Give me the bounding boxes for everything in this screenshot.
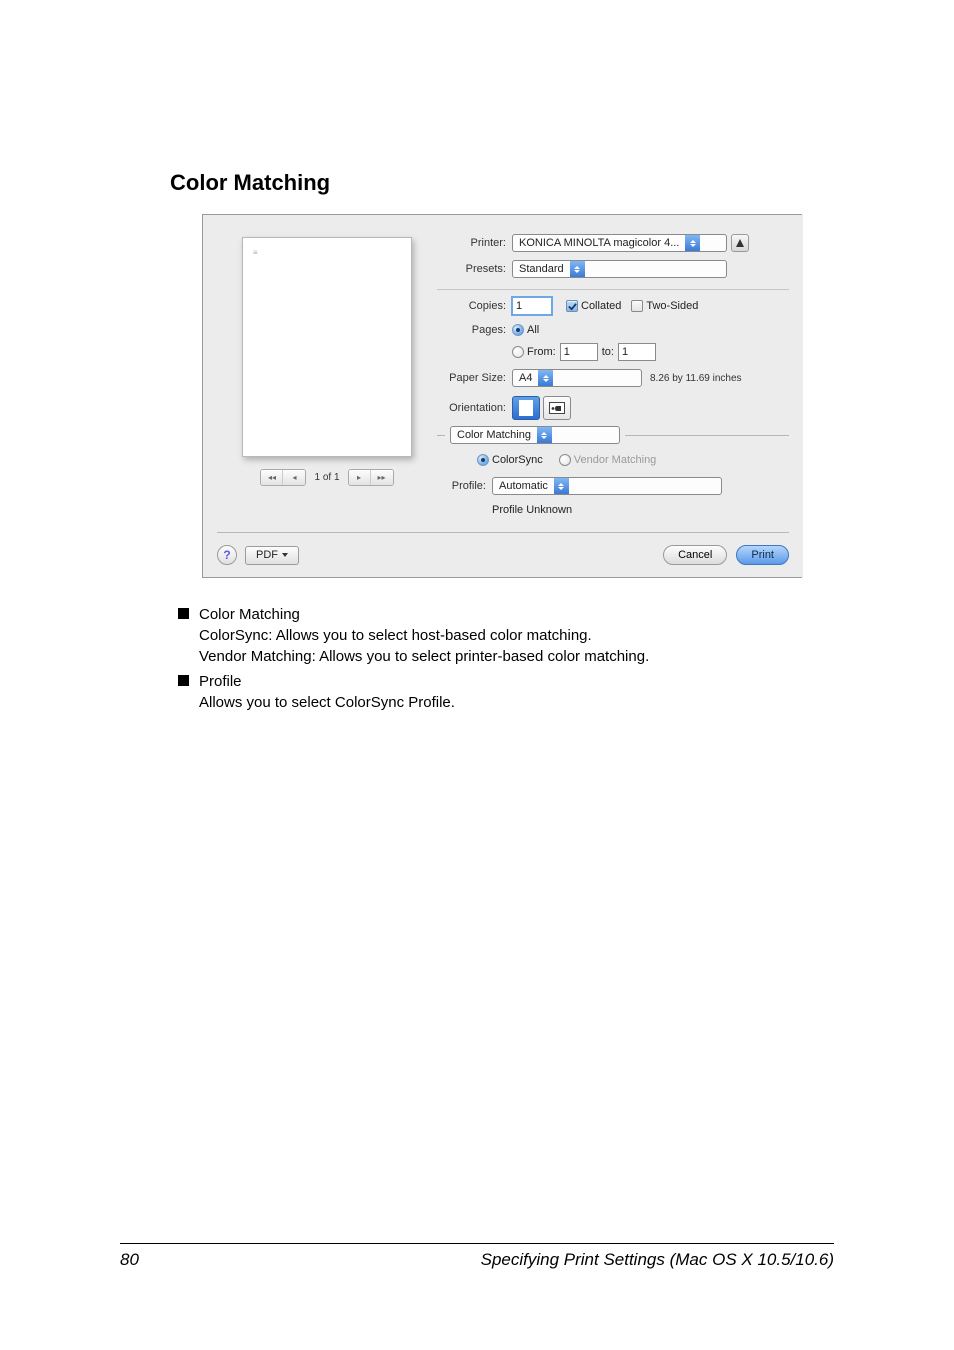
landscape-icon (549, 402, 565, 414)
pages-range-radio[interactable] (512, 346, 524, 358)
list-item-line: Vendor Matching: Allows you to select pr… (199, 646, 649, 667)
dialog-bottom-bar: ? PDF Cancel Print (217, 545, 789, 565)
colorsync-radio[interactable] (477, 454, 489, 466)
pages-to-label: to: (602, 346, 614, 358)
pdf-label: PDF (256, 549, 278, 561)
pages-all-radio[interactable] (512, 324, 524, 336)
cancel-button[interactable]: Cancel (663, 545, 727, 565)
pager-first-button[interactable]: ◂◂ (261, 470, 283, 485)
paper-dimensions: 8.26 by 11.69 inches (650, 373, 742, 384)
help-button[interactable]: ? (217, 545, 237, 565)
pages-label: Pages: (437, 324, 512, 336)
select-arrows-icon (685, 235, 700, 251)
paper-size-label: Paper Size: (437, 372, 512, 384)
profile-value: Automatic (493, 480, 554, 492)
pages-from-input[interactable]: 1 (560, 343, 598, 361)
printer-info-button[interactable] (731, 234, 749, 252)
pager-prev-button[interactable]: ◂ (283, 470, 305, 485)
select-arrows-icon (537, 427, 552, 443)
copies-value: 1 (516, 300, 522, 312)
page: Color Matching ≡ ◂◂ ◂ 1 of 1 ▸ ▸▸ (0, 0, 954, 1350)
help-icon: ? (223, 548, 230, 562)
pager-prev-group: ◂◂ ◂ (260, 469, 306, 486)
page-footer: 80 Specifying Print Settings (Mac OS X 1… (120, 1243, 834, 1270)
presets-value: Standard (513, 263, 570, 275)
twosided-label: Two-Sided (646, 300, 698, 312)
square-bullet-icon (178, 675, 189, 686)
paper-size-select[interactable]: A4 (512, 369, 642, 387)
colorsync-label: ColorSync (492, 454, 543, 466)
description-list: Color Matching ColorSync: Allows you to … (170, 604, 834, 713)
profile-label: Profile: (437, 480, 492, 492)
select-arrows-icon (570, 261, 585, 277)
presets-label: Presets: (437, 263, 512, 275)
pager-text: 1 of 1 (314, 472, 339, 483)
pager-next-group: ▸ ▸▸ (348, 469, 394, 486)
preview-page: ≡ (242, 237, 412, 457)
vendor-matching-radio[interactable] (559, 454, 571, 466)
square-bullet-icon (178, 608, 189, 619)
twosided-checkbox[interactable] (631, 300, 643, 312)
list-item: Profile Allows you to select ColorSync P… (170, 671, 834, 713)
collated-label: Collated (581, 300, 621, 312)
orientation-landscape-button[interactable] (543, 396, 571, 420)
preview-mark: ≡ (253, 248, 258, 257)
copies-label: Copies: (437, 300, 512, 312)
printer-select[interactable]: KONICA MINOLTA magicolor 4... (512, 234, 727, 252)
preview-area: ≡ ◂◂ ◂ 1 of 1 ▸ ▸▸ (227, 237, 427, 486)
pdf-menu-button[interactable]: PDF (245, 546, 299, 565)
orientation-portrait-button[interactable] (512, 396, 540, 420)
print-dialog: ≡ ◂◂ ◂ 1 of 1 ▸ ▸▸ Printer: (203, 215, 803, 577)
profile-unknown: Profile Unknown (492, 504, 572, 516)
presets-select[interactable]: Standard (512, 260, 727, 278)
triangle-up-icon (735, 238, 745, 248)
profile-select[interactable]: Automatic (492, 477, 722, 495)
select-arrows-icon (538, 370, 553, 386)
printer-value: KONICA MINOLTA magicolor 4... (513, 237, 685, 249)
paper-size-value: A4 (513, 372, 538, 384)
pages-from-label: From: (527, 346, 556, 358)
printer-label: Printer: (437, 237, 512, 249)
section-select[interactable]: Color Matching (450, 426, 620, 444)
pages-to-input[interactable]: 1 (618, 343, 656, 361)
collated-checkbox[interactable] (566, 300, 578, 312)
portrait-icon (519, 400, 533, 416)
vendor-matching-label: Vendor Matching (574, 454, 657, 466)
list-item-title: Color Matching (199, 604, 649, 625)
pager-last-button[interactable]: ▸▸ (371, 470, 393, 485)
section-title: Color Matching (170, 170, 834, 196)
check-icon (568, 302, 577, 311)
list-item-line: ColorSync: Allows you to select host-bas… (199, 625, 649, 646)
list-item-title: Profile (199, 671, 455, 692)
copies-input[interactable]: 1 (512, 297, 552, 315)
print-button[interactable]: Print (736, 545, 789, 565)
page-number: 80 (120, 1250, 139, 1270)
list-item-line: Allows you to select ColorSync Profile. (199, 692, 455, 713)
orientation-label: Orientation: (437, 402, 512, 414)
print-dialog-frame: ≡ ◂◂ ◂ 1 of 1 ▸ ▸▸ Printer: (202, 214, 802, 578)
pages-all-label: All (527, 324, 539, 336)
list-item: Color Matching ColorSync: Allows you to … (170, 604, 834, 667)
preview-pager: ◂◂ ◂ 1 of 1 ▸ ▸▸ (227, 469, 427, 486)
running-title: Specifying Print Settings (Mac OS X 10.5… (481, 1250, 834, 1270)
chevron-down-icon (282, 553, 288, 557)
select-arrows-icon (554, 478, 569, 494)
section-select-value: Color Matching (451, 429, 537, 441)
pager-next-button[interactable]: ▸ (349, 470, 371, 485)
